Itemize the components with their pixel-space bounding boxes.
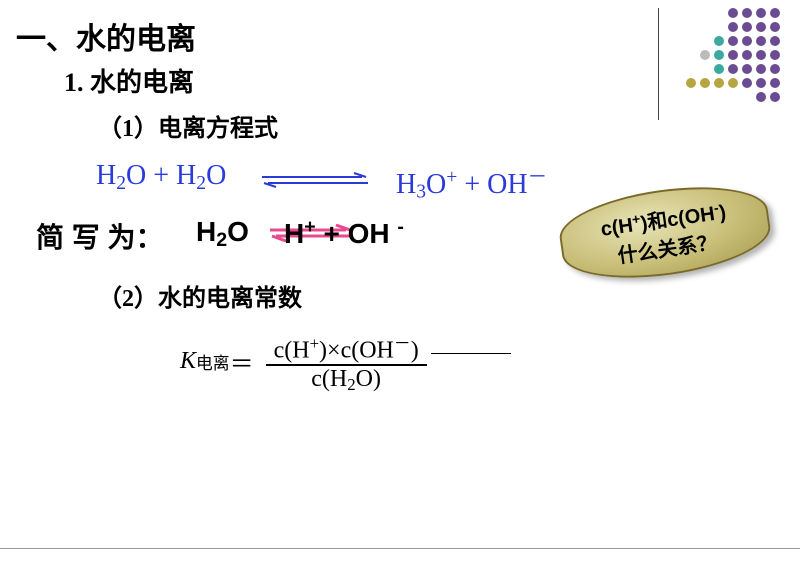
formula-denominator: c(H2O) <box>303 366 389 395</box>
bottom-border-line <box>0 548 800 549</box>
simplified-equation-right: H+ + OH - <box>284 216 404 250</box>
item-2-heading: （2）水的电离常数 <box>98 278 302 313</box>
section-heading: 一、水的电离 <box>16 14 196 58</box>
decorative-dot-grid <box>686 8 780 106</box>
fraction-bar-extension <box>431 353 511 354</box>
vertical-divider <box>658 8 659 120</box>
equilibrium-arrow-icon <box>260 172 370 188</box>
simplified-equation-prefix: 简 写 为： <box>36 216 164 256</box>
ionization-equation-left: H2O + H2O <box>96 160 226 195</box>
formula-numerator: c(H+)×c(OH－) <box>266 330 427 364</box>
ionization-equation-right: H3O+ + OH－ <box>396 160 547 204</box>
question-callout: c(H+)和c(OH-) 什么关系？ <box>555 176 775 289</box>
formula-k-label: K 电离＝ <box>180 344 254 379</box>
item-1-heading: （1）电离方程式 <box>98 108 278 143</box>
ionization-constant-formula: K 电离＝ c(H+)×c(OH－) c(H2O) <box>180 330 511 395</box>
simplified-equation-left: H2O <box>196 216 249 252</box>
subsection-heading: 1. 水的电离 <box>64 62 194 99</box>
